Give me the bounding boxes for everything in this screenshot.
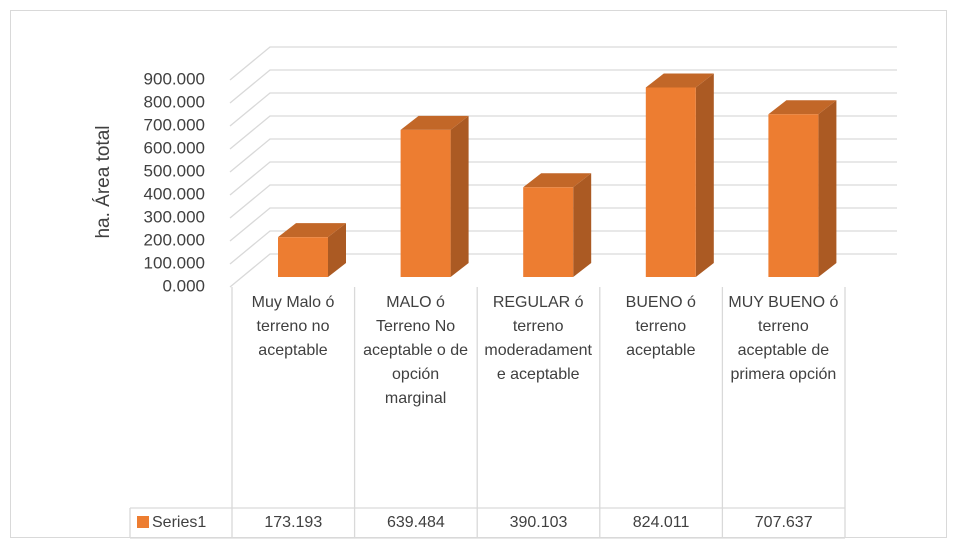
y-tick-label: 700.000: [144, 115, 205, 134]
bar-top: [645, 73, 714, 88]
y-tick-label: 400.000: [144, 184, 205, 203]
y-tick-label: 900.000: [144, 69, 205, 88]
bar-side: [695, 73, 714, 277]
bar-top: [400, 115, 469, 130]
value-label: 390.103: [510, 514, 568, 531]
bar-side: [328, 223, 346, 277]
y-tick-label: 800.000: [144, 92, 205, 111]
bar-top: [523, 173, 592, 188]
bar: [278, 237, 328, 277]
category-label: MUY BUENO ó terreno aceptable de primera…: [728, 294, 839, 383]
bar-side: [573, 173, 592, 277]
bar: [645, 87, 696, 277]
value-label: 173.193: [264, 514, 322, 531]
y-tick-label: 200.000: [144, 230, 205, 249]
y-tick-label: 0.000: [162, 276, 205, 295]
grid-line: [229, 46, 897, 81]
legend-swatch: [137, 516, 149, 528]
bar: [523, 187, 574, 277]
y-tick-label: 100.000: [144, 253, 205, 272]
bar-side: [450, 115, 469, 278]
bar-side: [818, 100, 837, 277]
category-label: MALO ó Terreno No aceptable o de opción …: [363, 294, 469, 407]
category-label: BUENO ó terreno aceptable: [625, 294, 696, 359]
y-axis-label: ha. Área total: [93, 125, 114, 238]
bar-top: [278, 223, 346, 238]
value-label: 824.011: [633, 514, 690, 531]
value-label: 639.484: [387, 514, 445, 531]
y-tick-label: 600.000: [144, 138, 205, 157]
bar: [768, 114, 819, 277]
value-label: 707.637: [755, 514, 813, 531]
category-label: REGULAR ó terreno moderadamente aceptabl…: [484, 294, 592, 383]
y-tick-label: 300.000: [144, 207, 205, 226]
bar: [400, 129, 451, 277]
bar-top: [768, 100, 837, 115]
grid-line: [229, 69, 897, 104]
y-tick-label: 500.000: [144, 161, 205, 180]
category-label: Muy Malo ó terreno no aceptable: [251, 294, 335, 359]
legend-label: Series1: [152, 514, 206, 531]
